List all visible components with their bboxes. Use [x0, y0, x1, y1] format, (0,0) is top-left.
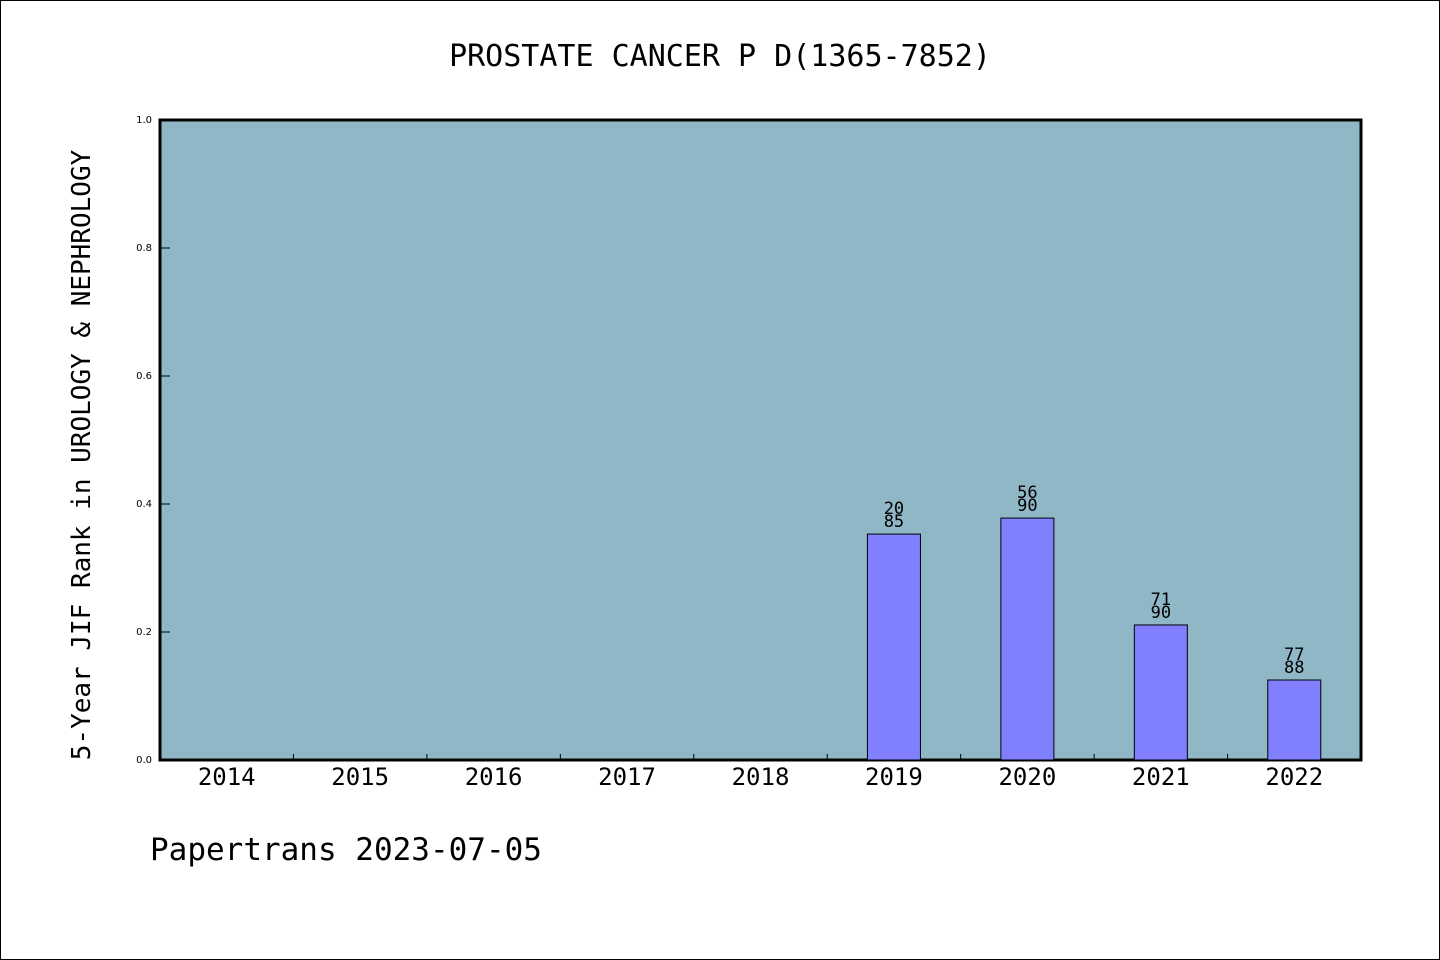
plot-content: 0.0 0.2 0.4 0.6 0.8 1.0 2014 2015 2016 2017 2018 20… [136, 115, 1323, 791]
bar-label-rank: 71 [1151, 590, 1171, 610]
y-tick-label: 0.8 [136, 243, 152, 254]
x-tick-label: 2022 [1265, 763, 1323, 791]
bar-label-rank: 20 [884, 499, 904, 519]
bar-label-total: 85 [884, 512, 904, 532]
bar [1000, 517, 1055, 761]
bar-label-total: 90 [1151, 603, 1171, 623]
y-tick-label: 0.2 [136, 627, 152, 638]
x-tick-label: 2021 [1132, 763, 1190, 791]
x-tick-label: 2015 [331, 763, 389, 791]
x-tick-label: 2017 [598, 763, 656, 791]
bar-label-rank: 77 [1284, 645, 1304, 665]
footer-text: Papertrans 2023-07-05 [150, 832, 542, 868]
x-tick-label: 2014 [198, 763, 256, 791]
bar-label-total: 88 [1284, 658, 1304, 678]
y-tick-label: 0.0 [136, 755, 152, 766]
x-tick-label: 2019 [865, 763, 923, 791]
bar [1267, 679, 1322, 761]
bar [1133, 624, 1188, 761]
y-axis-label: 5-Year JIF Rank in UROLOGY & NEPHROLOGY [67, 149, 97, 760]
chart-title: PROSTATE CANCER P D(1365-7852) [449, 39, 991, 74]
x-tick-label: 2020 [998, 763, 1056, 791]
bar-label-rank: 56 [1017, 483, 1037, 503]
x-tick-label: 2018 [732, 763, 790, 791]
y-tick-label: 1.0 [136, 115, 152, 126]
x-tick-label: 2016 [465, 763, 523, 791]
bar-label-total: 90 [1017, 496, 1037, 516]
y-tick-label: 0.6 [136, 371, 152, 382]
bar [866, 533, 921, 761]
y-tick-label: 0.4 [136, 499, 152, 510]
